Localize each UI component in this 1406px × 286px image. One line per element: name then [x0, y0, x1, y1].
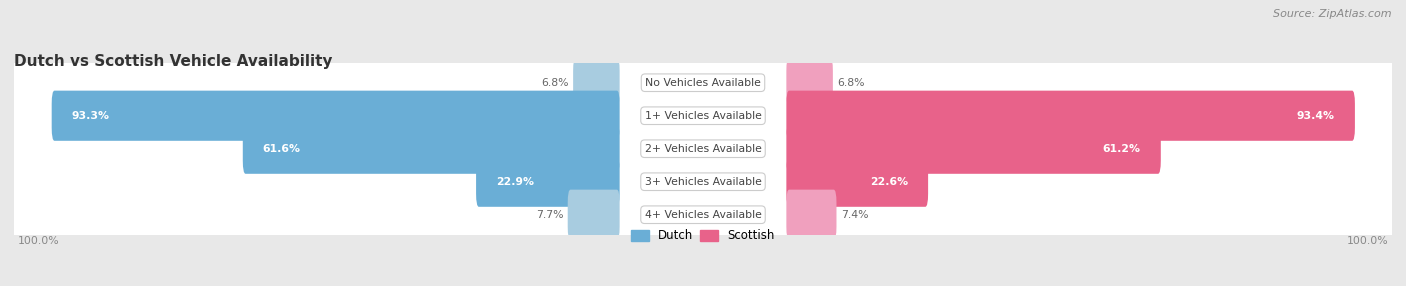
Legend: Dutch, Scottish: Dutch, Scottish — [631, 229, 775, 242]
Text: 6.8%: 6.8% — [541, 78, 569, 88]
Text: 100.0%: 100.0% — [1347, 236, 1389, 246]
Text: 22.9%: 22.9% — [496, 177, 534, 187]
FancyBboxPatch shape — [568, 190, 620, 240]
FancyBboxPatch shape — [13, 86, 1393, 146]
FancyBboxPatch shape — [11, 43, 1395, 123]
FancyBboxPatch shape — [11, 175, 1395, 255]
FancyBboxPatch shape — [786, 91, 1355, 141]
Text: 2+ Vehicles Available: 2+ Vehicles Available — [644, 144, 762, 154]
Text: Dutch vs Scottish Vehicle Availability: Dutch vs Scottish Vehicle Availability — [14, 54, 333, 69]
Text: 7.4%: 7.4% — [841, 210, 868, 220]
Text: 3+ Vehicles Available: 3+ Vehicles Available — [644, 177, 762, 187]
Text: No Vehicles Available: No Vehicles Available — [645, 78, 761, 88]
Text: 93.4%: 93.4% — [1296, 111, 1334, 121]
Text: 6.8%: 6.8% — [837, 78, 865, 88]
FancyBboxPatch shape — [786, 190, 837, 240]
FancyBboxPatch shape — [11, 142, 1395, 222]
Text: 61.2%: 61.2% — [1102, 144, 1140, 154]
FancyBboxPatch shape — [13, 119, 1393, 179]
FancyBboxPatch shape — [52, 91, 620, 141]
FancyBboxPatch shape — [13, 185, 1393, 245]
Text: Source: ZipAtlas.com: Source: ZipAtlas.com — [1274, 9, 1392, 19]
Text: 93.3%: 93.3% — [72, 111, 110, 121]
Text: 61.6%: 61.6% — [263, 144, 301, 154]
FancyBboxPatch shape — [574, 58, 620, 108]
FancyBboxPatch shape — [243, 124, 620, 174]
FancyBboxPatch shape — [786, 124, 1161, 174]
Text: 1+ Vehicles Available: 1+ Vehicles Available — [644, 111, 762, 121]
FancyBboxPatch shape — [11, 76, 1395, 156]
FancyBboxPatch shape — [13, 53, 1393, 113]
Text: 7.7%: 7.7% — [536, 210, 564, 220]
Text: 22.6%: 22.6% — [870, 177, 908, 187]
Text: 100.0%: 100.0% — [17, 236, 59, 246]
FancyBboxPatch shape — [477, 157, 620, 207]
FancyBboxPatch shape — [13, 152, 1393, 212]
FancyBboxPatch shape — [786, 157, 928, 207]
Text: 4+ Vehicles Available: 4+ Vehicles Available — [644, 210, 762, 220]
FancyBboxPatch shape — [11, 109, 1395, 189]
FancyBboxPatch shape — [786, 58, 832, 108]
